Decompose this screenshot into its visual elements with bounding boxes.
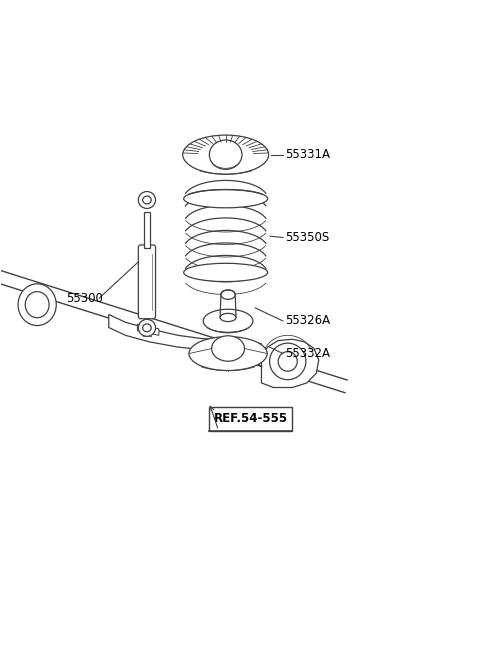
- FancyBboxPatch shape: [138, 245, 156, 319]
- Ellipse shape: [184, 189, 268, 208]
- Text: REF.54-555: REF.54-555: [214, 412, 288, 425]
- Ellipse shape: [270, 343, 306, 380]
- Ellipse shape: [25, 291, 49, 318]
- Ellipse shape: [184, 180, 268, 217]
- Ellipse shape: [183, 135, 269, 174]
- Text: 55300: 55300: [66, 291, 103, 305]
- Ellipse shape: [189, 337, 267, 371]
- Polygon shape: [262, 339, 319, 388]
- Ellipse shape: [203, 309, 253, 333]
- Ellipse shape: [143, 196, 151, 204]
- Ellipse shape: [184, 255, 268, 292]
- Text: 55326A: 55326A: [285, 314, 330, 328]
- Polygon shape: [109, 314, 262, 354]
- Ellipse shape: [184, 206, 268, 242]
- Ellipse shape: [184, 243, 268, 280]
- Polygon shape: [137, 324, 159, 335]
- Ellipse shape: [184, 193, 268, 229]
- Ellipse shape: [138, 191, 156, 208]
- Ellipse shape: [221, 290, 235, 299]
- Ellipse shape: [138, 320, 156, 336]
- Text: 55350S: 55350S: [285, 231, 330, 244]
- Ellipse shape: [18, 284, 56, 326]
- Ellipse shape: [220, 313, 236, 322]
- Text: 55332A: 55332A: [285, 347, 330, 360]
- Text: 55331A: 55331A: [285, 148, 330, 161]
- Ellipse shape: [184, 263, 268, 282]
- Ellipse shape: [212, 336, 244, 361]
- Ellipse shape: [209, 140, 242, 170]
- Ellipse shape: [278, 352, 297, 371]
- Ellipse shape: [184, 231, 268, 267]
- Ellipse shape: [184, 218, 268, 254]
- FancyBboxPatch shape: [209, 407, 292, 430]
- Ellipse shape: [143, 324, 151, 331]
- Bar: [144, 212, 150, 248]
